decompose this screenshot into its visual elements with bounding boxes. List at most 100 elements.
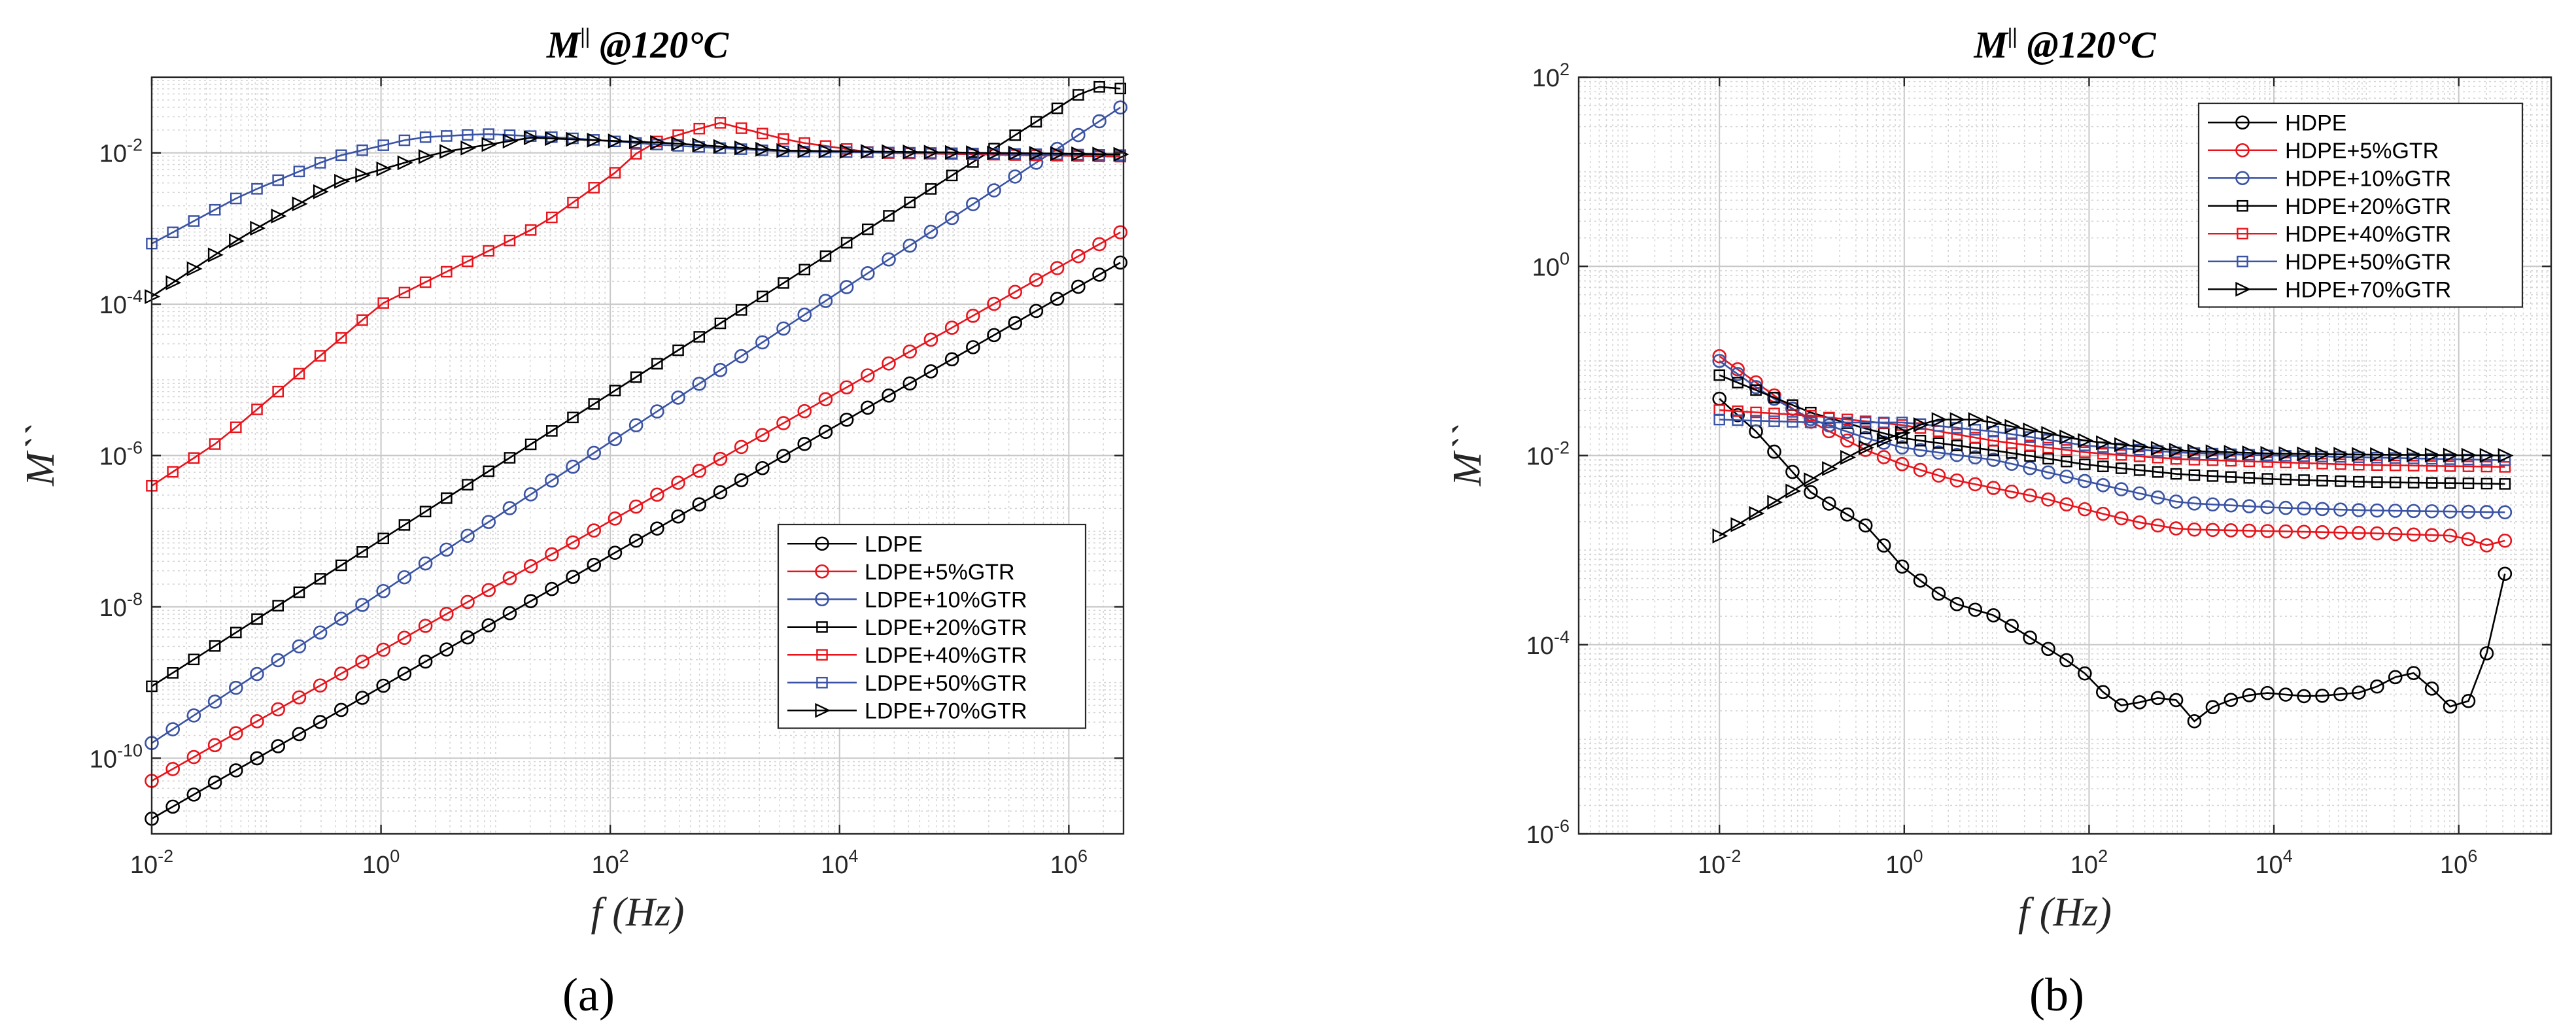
x-axis-label: f (Hz) <box>591 890 685 935</box>
data-point <box>2426 477 2438 489</box>
data-point <box>545 473 559 488</box>
legend-marker <box>815 702 831 718</box>
data-point <box>1914 434 1927 447</box>
data-point <box>186 261 203 277</box>
data-point <box>2406 447 2422 462</box>
data-point <box>2278 446 2295 462</box>
data-point <box>2187 522 2202 537</box>
data-point <box>2205 523 2220 538</box>
legend-entry: LDPE+20%GTR <box>865 615 1027 640</box>
data-point <box>2407 477 2420 489</box>
data-point <box>1895 425 1911 441</box>
data-point <box>1932 437 1945 449</box>
data-point <box>313 625 328 640</box>
data-point <box>376 161 392 177</box>
data-point <box>250 714 264 729</box>
data-point <box>355 167 371 183</box>
data-point <box>207 694 222 709</box>
data-point <box>2443 699 2458 714</box>
series-line <box>151 86 1121 687</box>
x-axis-label: f (Hz) <box>2018 890 2112 935</box>
data-point <box>713 485 728 500</box>
series-HDPE+10%GTR <box>1712 354 2513 520</box>
data-point <box>1804 472 1820 488</box>
data-point <box>2461 532 2476 547</box>
data-point <box>608 511 623 526</box>
x-tick-label: 106 <box>1050 846 1088 879</box>
data-point <box>1008 284 1023 300</box>
data-point <box>2059 429 2076 445</box>
data-point <box>546 211 558 224</box>
data-point <box>481 137 498 152</box>
data-point <box>2150 490 2165 505</box>
data-point <box>1092 267 1107 282</box>
data-point <box>2114 482 2129 496</box>
data-point <box>2152 451 2164 464</box>
data-point <box>2205 444 2222 460</box>
data-point <box>250 220 266 236</box>
data-point <box>2388 526 2403 542</box>
data-point <box>1895 440 1910 455</box>
legend-marker <box>816 621 828 633</box>
data-point <box>2004 619 2019 633</box>
series-line <box>151 232 1121 782</box>
data-point <box>692 137 708 153</box>
data-point <box>483 465 495 477</box>
data-point <box>2114 511 2129 526</box>
data-point <box>587 557 602 572</box>
data-point <box>251 182 263 195</box>
data-point <box>672 344 684 356</box>
data-point <box>2115 442 2127 455</box>
data-point <box>2169 443 2185 458</box>
data-point <box>609 167 621 179</box>
data-point <box>1093 81 1105 93</box>
data-point <box>1071 146 1088 162</box>
data-point <box>1767 494 1783 510</box>
data-point <box>2297 525 2311 539</box>
data-point <box>418 654 433 669</box>
data-point <box>462 129 473 141</box>
data-point <box>2023 460 2037 475</box>
data-point <box>2297 501 2311 516</box>
data-point <box>2187 714 2202 729</box>
data-point <box>2353 458 2365 471</box>
data-point <box>460 528 475 543</box>
data-point <box>272 600 284 612</box>
data-point <box>1896 417 1908 428</box>
data-point <box>481 515 496 529</box>
grid <box>151 77 1124 835</box>
data-point <box>523 559 538 574</box>
data-point <box>2042 441 2054 454</box>
data-point <box>2333 502 2348 517</box>
data-point <box>587 445 602 460</box>
data-point <box>566 535 580 550</box>
data-point <box>776 321 791 336</box>
data-point <box>334 173 351 189</box>
data-point <box>292 639 307 654</box>
data-point <box>861 144 877 160</box>
data-point <box>2242 688 2257 702</box>
data-point <box>441 266 453 278</box>
data-point <box>250 751 264 766</box>
data-point <box>1949 447 1965 462</box>
data-point <box>628 134 645 150</box>
series-LDPE <box>145 255 1128 826</box>
data-point <box>797 307 812 322</box>
data-point <box>2059 497 2074 512</box>
series-line <box>1719 355 2505 547</box>
data-point <box>334 612 349 626</box>
data-point <box>502 571 517 585</box>
data-point <box>165 722 180 736</box>
data-point <box>314 573 326 585</box>
data-point <box>776 143 793 158</box>
data-point <box>2169 494 2184 509</box>
data-point <box>1071 128 1086 143</box>
data-point <box>2061 455 2072 468</box>
data-point <box>209 640 221 652</box>
data-point <box>608 432 623 447</box>
data-point <box>2079 446 2091 458</box>
data-point <box>2115 449 2127 461</box>
data-point <box>882 144 898 160</box>
data-point <box>1840 449 1856 465</box>
data-point <box>630 148 642 160</box>
